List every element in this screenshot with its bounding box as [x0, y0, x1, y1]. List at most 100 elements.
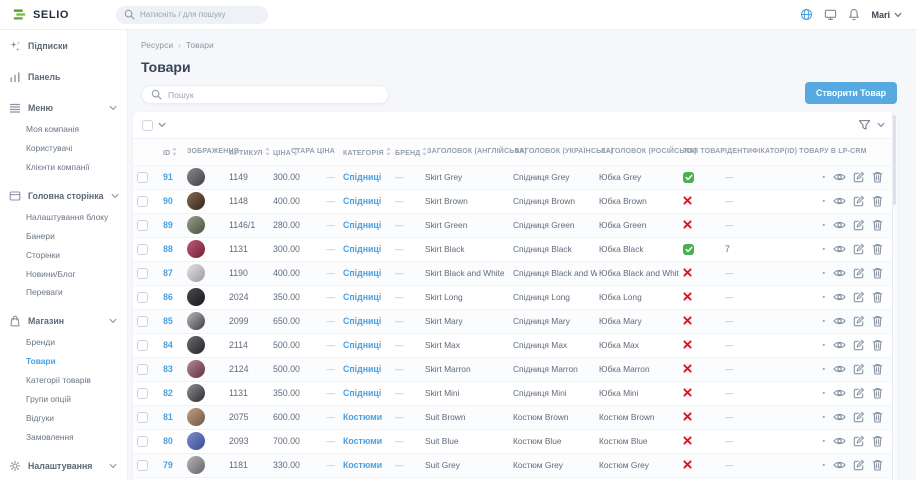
sidebar-subitem-4-3[interactable]: Групи опцій — [26, 394, 71, 405]
product-category-link[interactable]: Спідниці — [339, 213, 391, 238]
eye-icon[interactable] — [833, 316, 846, 326]
column-header-6[interactable]: БРЕНД — [391, 139, 428, 166]
sidebar-subitem-3-3[interactable]: Новини/Блог — [26, 268, 76, 279]
sort-icon[interactable] — [264, 146, 270, 156]
product-id-link[interactable]: 87 — [159, 261, 183, 286]
row-checkbox[interactable] — [137, 195, 148, 207]
row-checkbox[interactable] — [137, 219, 148, 231]
row-checkbox[interactable] — [137, 243, 148, 255]
product-id-link[interactable]: 89 — [159, 213, 183, 238]
table-scrollbar[interactable] — [892, 112, 897, 480]
more-icon[interactable] — [821, 367, 826, 371]
sidebar-subitem-2-0[interactable]: Моя компанія — [26, 124, 79, 134]
sidebar-item-0[interactable]: Підписки — [0, 34, 127, 58]
eye-icon[interactable] — [833, 364, 846, 374]
filter-icon[interactable] — [858, 119, 871, 131]
eye-icon[interactable] — [833, 268, 846, 278]
breadcrumb-resources[interactable]: Ресурси — [141, 40, 174, 50]
product-id-link[interactable]: 84 — [159, 333, 183, 358]
product-id-link[interactable]: 88 — [159, 237, 183, 262]
scrollbar-thumb[interactable] — [893, 115, 896, 205]
product-category-link[interactable]: Костюми — [339, 453, 391, 478]
sort-icon[interactable] — [385, 146, 391, 156]
more-icon[interactable] — [821, 199, 826, 203]
product-category-link[interactable]: Спідниці — [339, 165, 391, 190]
row-checkbox[interactable] — [137, 315, 148, 327]
more-icon[interactable] — [821, 223, 826, 227]
more-icon[interactable] — [821, 175, 826, 179]
eye-icon[interactable] — [833, 388, 846, 398]
eye-icon[interactable] — [833, 220, 846, 230]
more-icon[interactable] — [821, 343, 826, 347]
column-header-2[interactable]: АРТИКУЛ — [225, 139, 270, 166]
trash-icon[interactable] — [872, 435, 883, 447]
products-search-input[interactable] — [168, 89, 379, 100]
sidebar-item-3[interactable]: Головна сторінка — [0, 184, 127, 208]
product-category-link[interactable]: Спідниці — [339, 285, 391, 310]
product-category-link[interactable]: Спідниці — [339, 261, 391, 286]
trash-icon[interactable] — [872, 171, 883, 183]
edit-icon[interactable] — [853, 219, 865, 231]
sidebar-subitem-3-0[interactable]: Налаштування блоку — [26, 211, 109, 222]
product-category-link[interactable]: Спідниці — [339, 309, 391, 334]
product-id-link[interactable]: 90 — [159, 189, 183, 214]
user-menu[interactable]: Mari — [871, 10, 902, 20]
product-id-link[interactable]: 86 — [159, 285, 183, 310]
row-checkbox[interactable] — [137, 171, 148, 183]
chevron-down-icon[interactable] — [877, 122, 885, 128]
product-category-link[interactable]: Костюми — [339, 429, 391, 454]
bell-icon[interactable] — [848, 8, 860, 21]
sidebar-subitem-4-5[interactable]: Замовлення — [26, 431, 74, 442]
sidebar-subitem-2-1[interactable]: Користувачі — [26, 142, 73, 153]
product-category-link[interactable]: Спідниці — [339, 381, 391, 406]
product-id-link[interactable]: 81 — [159, 405, 183, 430]
sidebar-subitem-3-2[interactable]: Сторінки — [26, 249, 60, 260]
sidebar-item-1[interactable]: Панель — [0, 65, 127, 89]
sort-icon[interactable] — [293, 146, 298, 156]
product-id-link[interactable]: 79 — [159, 453, 183, 478]
products-search[interactable] — [141, 85, 389, 104]
eye-icon[interactable] — [833, 172, 846, 182]
global-search-input[interactable] — [140, 10, 260, 19]
app-logo[interactable]: SELIO — [12, 7, 116, 22]
trash-icon[interactable] — [872, 387, 883, 399]
eye-icon[interactable] — [833, 244, 846, 254]
edit-icon[interactable] — [853, 387, 865, 399]
eye-icon[interactable] — [833, 412, 846, 422]
trash-icon[interactable] — [872, 219, 883, 231]
sidebar-item-5[interactable]: Налаштування — [0, 454, 127, 478]
sidebar-subitem-4-2[interactable]: Категорії товарів — [26, 375, 91, 386]
product-id-link[interactable]: 82 — [159, 381, 183, 406]
trash-icon[interactable] — [872, 195, 883, 207]
row-checkbox[interactable] — [137, 459, 148, 471]
trash-icon[interactable] — [872, 243, 883, 255]
more-icon[interactable] — [821, 319, 826, 323]
trash-icon[interactable] — [872, 291, 883, 303]
product-category-link[interactable]: Спідниці — [339, 189, 391, 214]
trash-icon[interactable] — [872, 411, 883, 423]
eye-icon[interactable] — [833, 196, 846, 206]
trash-icon[interactable] — [872, 315, 883, 327]
product-id-link[interactable]: 91 — [159, 165, 183, 190]
row-checkbox[interactable] — [137, 339, 148, 351]
product-id-link[interactable]: 85 — [159, 309, 183, 334]
edit-icon[interactable] — [853, 315, 865, 327]
row-checkbox[interactable] — [137, 363, 148, 375]
trash-icon[interactable] — [872, 459, 883, 471]
sidebar-subitem-4-4[interactable]: Відгуки — [26, 413, 54, 424]
product-category-link[interactable]: Спідниці — [339, 237, 391, 262]
column-header-0[interactable]: ID — [159, 139, 183, 166]
product-id-link[interactable]: 78 — [159, 477, 183, 480]
more-icon[interactable] — [821, 295, 826, 299]
more-icon[interactable] — [821, 271, 826, 275]
product-id-link[interactable]: 83 — [159, 357, 183, 382]
sidebar-item-2[interactable]: Меню — [0, 96, 127, 120]
row-checkbox[interactable] — [137, 267, 148, 279]
product-category-link[interactable]: Спідниці — [339, 357, 391, 382]
row-checkbox[interactable] — [137, 387, 148, 399]
eye-icon[interactable] — [833, 460, 846, 470]
edit-icon[interactable] — [853, 459, 865, 471]
eye-icon[interactable] — [833, 292, 846, 302]
breadcrumb-products[interactable]: Товари — [185, 40, 214, 50]
product-id-link[interactable]: 80 — [159, 429, 183, 454]
